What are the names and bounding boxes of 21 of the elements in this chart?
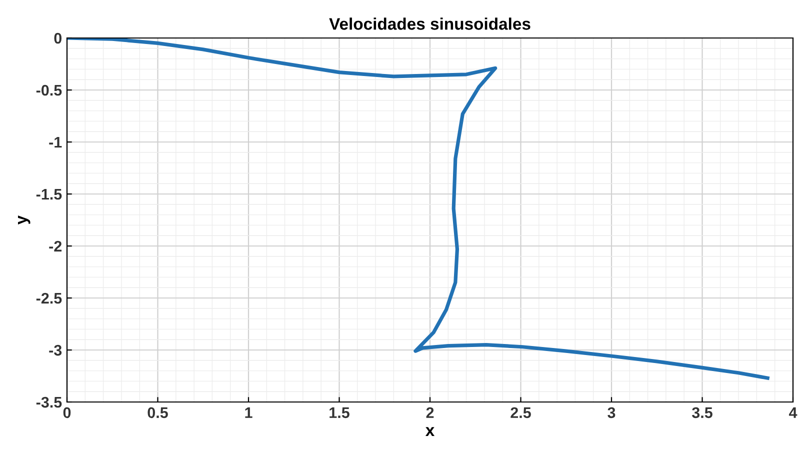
x-tick-label: 1.5 — [330, 407, 350, 418]
x-axis-title: x — [425, 427, 435, 436]
chart-title: Velocidades sinusoidales — [329, 18, 530, 30]
x-tick-label: 2 — [426, 407, 434, 418]
y-tick-label: -2.5 — [36, 292, 62, 304]
x-tick-label: 1 — [245, 407, 252, 418]
x-tick-label: 2.5 — [510, 407, 531, 418]
y-tick-label: -3.5 — [36, 396, 62, 408]
y-tick-label: 0 — [54, 32, 62, 44]
line-series — [67, 38, 770, 380]
x-tick-label: 0.5 — [148, 407, 168, 418]
y-tick-label: -0.5 — [36, 84, 62, 96]
y-tick-label: -1 — [49, 137, 62, 148]
x-tick-label: 4 — [788, 407, 798, 418]
y-tick-label: -2 — [49, 240, 62, 252]
y-axis-title: y — [18, 215, 30, 225]
x-tick-label: 3 — [608, 407, 616, 418]
y-tick-label: -1.5 — [36, 189, 62, 200]
y-tick-label: -3 — [49, 344, 62, 356]
x-tick-label: 0 — [63, 407, 71, 418]
x-tick-label: 3.5 — [692, 407, 712, 418]
